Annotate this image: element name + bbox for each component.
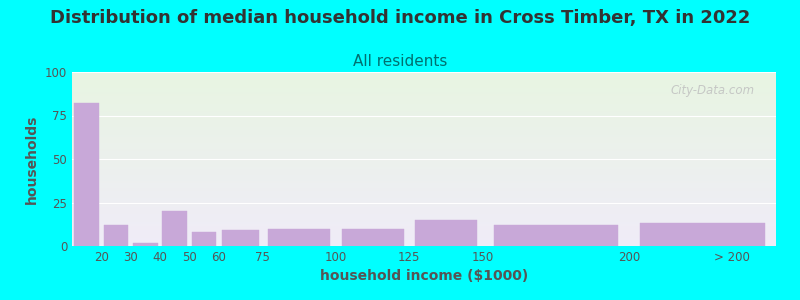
Bar <box>191 232 217 246</box>
Bar <box>74 103 99 246</box>
X-axis label: household income ($1000): household income ($1000) <box>320 269 528 284</box>
Bar <box>494 225 618 246</box>
Text: All residents: All residents <box>353 54 447 69</box>
Bar <box>103 225 129 246</box>
Bar <box>268 229 330 246</box>
Bar <box>342 229 404 246</box>
Bar <box>162 211 187 246</box>
Y-axis label: households: households <box>26 114 39 204</box>
Text: City-Data.com: City-Data.com <box>670 84 755 97</box>
Bar <box>133 242 158 246</box>
Bar <box>640 224 765 246</box>
Bar <box>415 220 477 246</box>
Text: Distribution of median household income in Cross Timber, TX in 2022: Distribution of median household income … <box>50 9 750 27</box>
Bar <box>222 230 259 246</box>
